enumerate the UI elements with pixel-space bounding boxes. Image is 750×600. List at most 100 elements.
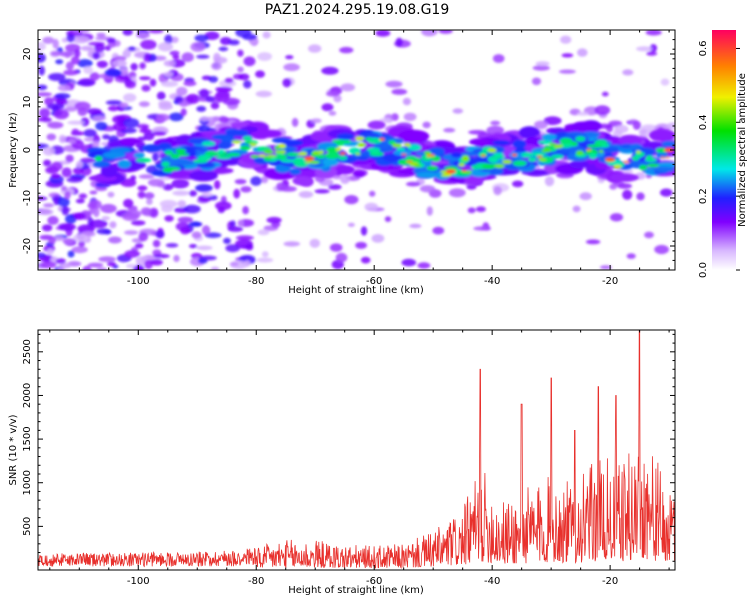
spectrogram-cell bbox=[46, 248, 54, 256]
spectrogram-cell bbox=[135, 32, 150, 39]
spectrogram-cell bbox=[175, 153, 190, 157]
spectrogram-cell bbox=[181, 52, 194, 63]
spectrogram-cell bbox=[458, 163, 465, 167]
spectrogram-cell bbox=[122, 30, 133, 36]
snr-x-label: Height of straight line (km) bbox=[288, 585, 424, 596]
spectrogram-cell bbox=[87, 262, 104, 268]
spectrogram-cell bbox=[38, 92, 53, 97]
spectrogram-cell bbox=[135, 264, 143, 270]
spectrogram-cell bbox=[152, 152, 159, 162]
spectrogram-cell bbox=[175, 148, 187, 154]
spectrogram-cell bbox=[388, 140, 396, 145]
spectrogram-cell bbox=[244, 140, 253, 144]
x-tick-label: -60 bbox=[366, 276, 382, 287]
spectrogram-cell bbox=[531, 77, 542, 86]
spectrogram-cell bbox=[74, 49, 81, 58]
spectrogram-cell bbox=[173, 159, 196, 166]
spectrogram-cell bbox=[80, 226, 95, 232]
spectrogram-cell bbox=[44, 97, 54, 106]
spectrogram-cell bbox=[196, 245, 213, 251]
spectrogram-cell bbox=[57, 197, 70, 208]
spectrogram-cell bbox=[480, 154, 486, 157]
spectrogram-cell bbox=[493, 186, 502, 196]
spectrogram-cell bbox=[530, 152, 546, 157]
y-tick-label: 10 bbox=[22, 96, 33, 109]
spectrogram-cell bbox=[138, 232, 149, 242]
spectrogram-cell bbox=[543, 116, 562, 126]
spectrogram-cell bbox=[490, 120, 501, 126]
spectrogram-cell bbox=[201, 225, 211, 236]
spectrogram-cell bbox=[53, 109, 70, 120]
spectrogram-cell bbox=[401, 258, 417, 267]
colorbar-label: Normalized spectral amplitude bbox=[737, 73, 748, 227]
spectrogram-cell bbox=[61, 206, 70, 216]
spectrogram-cell bbox=[475, 206, 486, 213]
spectrogram-cell bbox=[198, 88, 210, 98]
spectrogram-cell bbox=[403, 112, 417, 122]
spectrogram-field bbox=[38, 30, 675, 270]
spectrogram-cell bbox=[661, 140, 675, 147]
spectrogram-cell bbox=[57, 267, 65, 270]
spectrogram-cell bbox=[126, 263, 137, 269]
spectrogram-cell bbox=[52, 38, 59, 49]
spectrogram-cell bbox=[618, 134, 643, 147]
spectrogram-cell bbox=[210, 102, 220, 110]
spectrogram-cell bbox=[465, 170, 472, 174]
spectrogram-cell bbox=[239, 145, 251, 151]
spectrogram-cell bbox=[392, 143, 402, 148]
spectrogram-cell bbox=[473, 226, 490, 231]
x-tick-label: -20 bbox=[602, 276, 618, 287]
spectrogram-cell bbox=[642, 141, 665, 150]
spectrogram-cell bbox=[197, 195, 212, 203]
y-tick-label: 1000 bbox=[22, 470, 33, 495]
spectrogram-cell bbox=[92, 140, 100, 150]
spectrogram-cell bbox=[197, 124, 211, 134]
spectrogram-cell bbox=[646, 163, 660, 168]
spectrogram-cell bbox=[104, 68, 122, 77]
spectrogram-cell bbox=[367, 147, 381, 153]
spectrogram-cell bbox=[78, 240, 85, 248]
spectrogram-cell bbox=[141, 144, 162, 153]
spectrogram-cell bbox=[89, 72, 100, 81]
spectrogram-cell bbox=[61, 185, 68, 192]
spectrogram-cell bbox=[234, 179, 247, 185]
spectrogram-cell bbox=[163, 60, 176, 67]
spectrogram-cell bbox=[559, 137, 573, 144]
spectrogram-cell bbox=[487, 148, 497, 153]
spectrogram-cell bbox=[375, 30, 391, 37]
spectrogram-cell bbox=[292, 176, 313, 186]
spectrogram-cell bbox=[541, 148, 552, 153]
spectrogram-cell bbox=[161, 161, 170, 167]
spectrogram-cell bbox=[355, 153, 361, 156]
spectrogram-cell bbox=[325, 90, 340, 97]
spectrogram-cell bbox=[282, 78, 292, 88]
spectrogram-cell bbox=[191, 231, 202, 239]
spectrogram-cell bbox=[66, 33, 75, 43]
spectrogram-cell bbox=[335, 252, 348, 263]
spectrogram-cell bbox=[266, 154, 277, 158]
spectrogram-cell bbox=[124, 230, 139, 236]
spectrogram-cell bbox=[561, 53, 574, 58]
spectrogram-cell bbox=[649, 44, 658, 53]
colorbar-tick-label: 0.2 bbox=[698, 188, 709, 204]
spectrogram-cell bbox=[338, 155, 348, 161]
spectrogram-cell bbox=[87, 108, 102, 115]
spectrogram-cell bbox=[237, 49, 244, 57]
spectrogram-cell bbox=[137, 185, 148, 191]
spectrogram-cell bbox=[599, 265, 612, 270]
spectrogram-cell bbox=[314, 189, 330, 194]
y-tick-label: -20 bbox=[22, 238, 33, 254]
spectrogram-cell bbox=[237, 66, 244, 73]
spectrogram-cell bbox=[64, 106, 78, 112]
spectrogram-hotspot bbox=[304, 156, 315, 161]
spectrogram-cell bbox=[419, 185, 436, 193]
spectrogram-cell bbox=[512, 180, 524, 188]
spectrogram-cell bbox=[461, 169, 467, 172]
spectrogram-cell bbox=[78, 193, 88, 199]
spectrogram-cell bbox=[195, 184, 213, 192]
spectrogram-cell bbox=[157, 42, 174, 52]
spectrogram-cell bbox=[199, 116, 214, 122]
spectrogram-cell bbox=[298, 151, 308, 156]
